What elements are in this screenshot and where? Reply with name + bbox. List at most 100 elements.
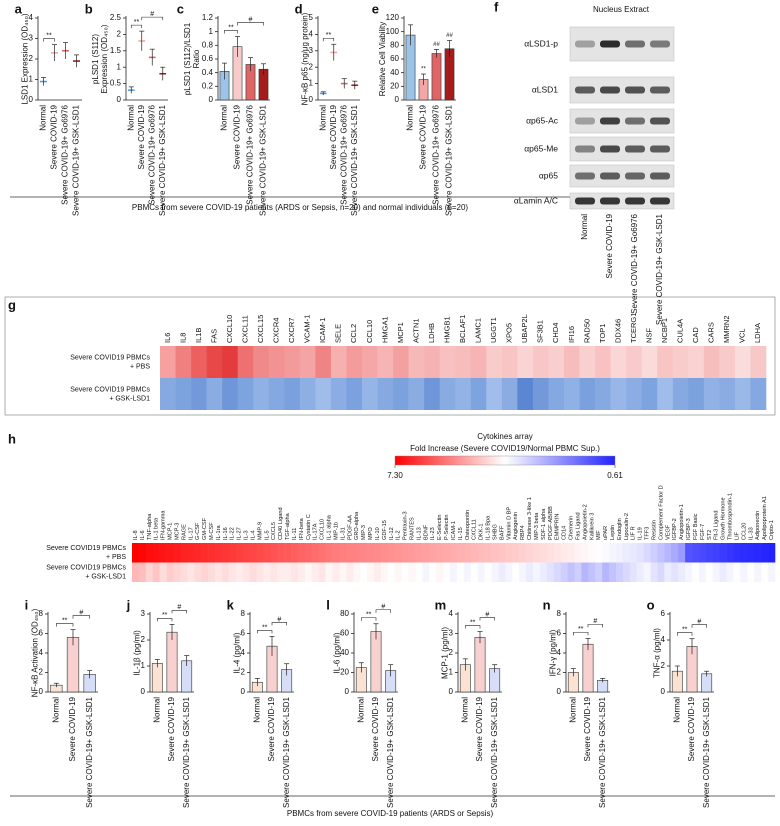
column-label: P-Selectin bbox=[444, 515, 450, 541]
y-axis-label: IL-4 (pg/ml) bbox=[233, 632, 242, 673]
heat-cell bbox=[268, 346, 285, 378]
heat-cell bbox=[208, 543, 216, 563]
panel-letter: h bbox=[8, 431, 16, 446]
blot-lane-label: Normal bbox=[580, 214, 589, 240]
bar bbox=[151, 663, 163, 693]
heat-cell bbox=[132, 543, 140, 563]
heat-cell bbox=[564, 378, 580, 410]
blot-band bbox=[650, 40, 670, 48]
heat-cell bbox=[688, 346, 705, 378]
bar bbox=[166, 631, 178, 693]
heat-cell bbox=[291, 543, 299, 563]
heat-cell bbox=[712, 543, 720, 563]
column-label: MMP-9 bbox=[257, 522, 263, 540]
column-label: Kallikrein 3 bbox=[589, 513, 595, 540]
panel-letter: f bbox=[494, 0, 499, 14]
x-tick-label: Severe COVID-19 bbox=[137, 104, 146, 169]
column-label: Growth Hormone bbox=[721, 497, 727, 540]
heat-cell bbox=[491, 543, 499, 563]
column-label: IL-15 bbox=[458, 527, 464, 540]
colorbar-label: 0.61 bbox=[607, 471, 623, 480]
significance: # bbox=[150, 11, 154, 18]
heat-cell bbox=[277, 543, 285, 563]
y-tick-label: 120 bbox=[386, 13, 400, 22]
heat-cell bbox=[206, 346, 223, 378]
y-axis-label: IL-1β (pg/ml) bbox=[133, 630, 142, 676]
heat-cell bbox=[377, 346, 394, 378]
y-tick-label: 3 bbox=[449, 629, 454, 638]
x-tick-label: Severe COVID-19 bbox=[233, 104, 242, 169]
column-label: MIF bbox=[596, 530, 602, 540]
column-label: MCP1 bbox=[396, 322, 405, 343]
y-axis-label: Relative Cell Viability bbox=[378, 22, 387, 97]
column-label: TNF-alpha bbox=[147, 513, 153, 540]
heat-cell bbox=[455, 346, 472, 378]
y-tick-label: 0 bbox=[661, 687, 666, 696]
x-tick-label: Normal bbox=[406, 105, 415, 131]
heat-cell bbox=[477, 562, 485, 582]
heat-cell bbox=[740, 543, 748, 563]
heat-cell bbox=[450, 562, 458, 582]
x-tick-label: Normal bbox=[51, 697, 60, 723]
column-label: IL-1 alpha bbox=[327, 514, 333, 540]
heat-cell bbox=[512, 562, 520, 582]
heat-cell bbox=[138, 562, 147, 582]
blot-row-label: αp65-Me bbox=[524, 143, 558, 153]
heat-cell bbox=[526, 562, 534, 582]
column-label: Fas Ligand bbox=[575, 512, 581, 540]
column-label: TOP1 bbox=[598, 324, 607, 343]
heat-cell bbox=[567, 543, 575, 563]
heat-cell bbox=[325, 562, 333, 582]
heat-cell bbox=[187, 562, 195, 582]
heat-cell bbox=[315, 378, 332, 410]
y-tick-label: 4 bbox=[449, 609, 454, 618]
column-label: CUL4A bbox=[676, 319, 685, 343]
column-label: CAD bbox=[691, 327, 700, 343]
heat-cell bbox=[277, 562, 285, 582]
x-tick-label: Normal bbox=[152, 697, 161, 723]
heat-cell bbox=[318, 562, 326, 582]
significance-bracket bbox=[141, 16, 164, 21]
blot-band bbox=[625, 145, 645, 153]
bar bbox=[582, 643, 594, 693]
y-axis-label: MCP-1 (pg/ml) bbox=[441, 627, 450, 679]
heat-cell bbox=[546, 543, 555, 563]
x-tick-label: Severe COVID-19+ Go6976 bbox=[147, 104, 156, 204]
heat-cell bbox=[443, 543, 451, 563]
heat-cell bbox=[517, 378, 534, 410]
heat-cell bbox=[206, 378, 223, 410]
column-label: CXCL11 bbox=[240, 315, 249, 343]
heat-cell bbox=[574, 543, 582, 563]
heat-cell bbox=[671, 543, 679, 563]
column-label: ACTN1 bbox=[411, 318, 420, 343]
y-tick-label: 60 bbox=[340, 629, 349, 638]
significance-bracket bbox=[130, 24, 143, 29]
heat-cell bbox=[512, 543, 520, 563]
y-tick-label: 8 bbox=[241, 609, 246, 618]
heat-cell bbox=[175, 346, 192, 378]
heat-cell bbox=[455, 378, 472, 410]
column-label: ST2 bbox=[707, 530, 713, 540]
x-tick-label: Severe COVID-19+ GSK-LSD1 bbox=[182, 696, 191, 807]
heat-cell bbox=[299, 346, 316, 378]
bar bbox=[701, 673, 713, 693]
heat-cell bbox=[595, 346, 611, 378]
y-tick-label: 1 bbox=[117, 62, 122, 71]
heat-cell bbox=[456, 543, 465, 563]
heat-cell bbox=[484, 562, 492, 582]
column-label: Adiponectin bbox=[755, 511, 761, 540]
column-label: TFF3 bbox=[645, 527, 651, 540]
column-label: CXCR7 bbox=[287, 318, 296, 343]
x-tick-label: Severe COVID-19+ GSK-LSD1 bbox=[490, 696, 499, 807]
panel-letter: g bbox=[8, 297, 16, 312]
column-label: SDF-1 alpha bbox=[541, 508, 547, 540]
heat-cell bbox=[671, 562, 679, 582]
heat-cell bbox=[373, 562, 382, 582]
x-tick-label: Severe COVID-19+ GSK-LSD1 bbox=[72, 104, 81, 215]
heat-cell bbox=[685, 562, 693, 582]
y-tick-label: 3 bbox=[309, 46, 314, 55]
column-label: GM-CSF bbox=[202, 517, 208, 540]
y-tick-label: 2 bbox=[557, 668, 562, 677]
blot-band bbox=[600, 117, 620, 125]
heat-cell bbox=[567, 562, 575, 582]
